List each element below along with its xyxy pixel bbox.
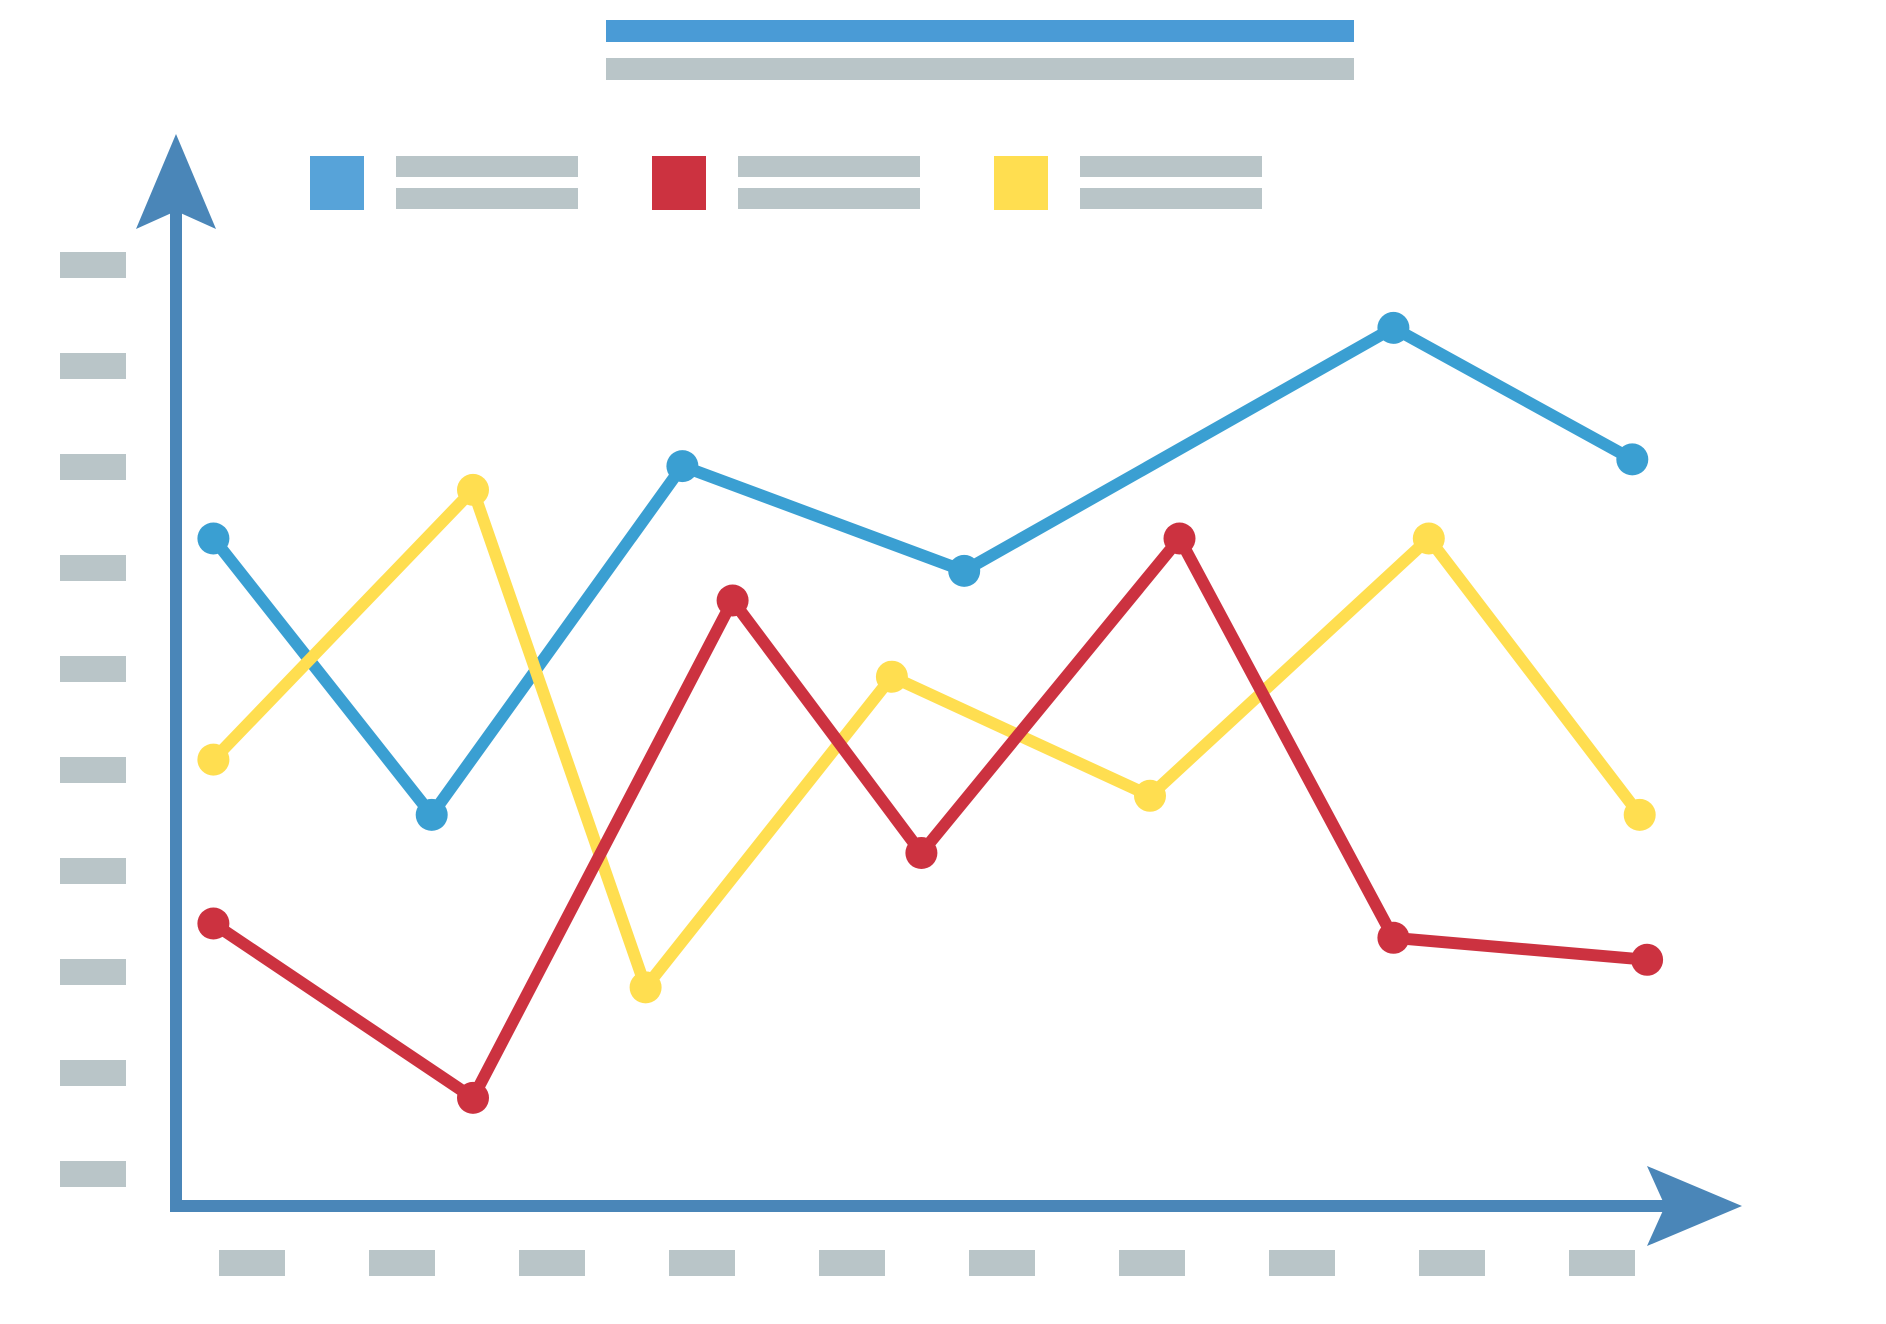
- x-tick-label: [669, 1250, 735, 1276]
- y-tick-label: [60, 757, 126, 783]
- y-tick-label: [60, 959, 126, 985]
- x-tick-label: [1119, 1250, 1185, 1276]
- data-point: [197, 907, 230, 940]
- y-tick-label: [60, 252, 126, 278]
- series-lines: [197, 311, 1664, 1114]
- y-tick-label: [60, 454, 126, 480]
- legend: [310, 156, 1262, 210]
- data-point: [1623, 798, 1656, 831]
- data-point: [1134, 779, 1166, 812]
- data-point: [905, 837, 938, 869]
- data-point: [875, 660, 908, 693]
- x-tick-labels: [219, 1250, 1635, 1276]
- x-tick-label: [1569, 1250, 1635, 1276]
- data-point: [197, 743, 230, 776]
- title-bar: [606, 20, 1354, 42]
- axes: [136, 134, 1742, 1246]
- data-point: [1163, 522, 1196, 555]
- series-line: [207, 321, 1639, 821]
- x-tick-label: [1419, 1250, 1485, 1276]
- data-point: [457, 473, 489, 506]
- x-tick-label: [969, 1250, 1035, 1276]
- y-tick-label: [60, 1161, 126, 1187]
- legend-swatch: [994, 156, 1048, 210]
- data-point: [1631, 943, 1664, 976]
- series-line: [207, 483, 1646, 994]
- data-point: [1412, 522, 1445, 555]
- title-placeholder: [606, 20, 1354, 80]
- legend-label-bar: [396, 156, 578, 177]
- legend-label-bar: [738, 188, 920, 209]
- x-axis-arrow-icon: [1647, 1166, 1742, 1246]
- data-point: [457, 1081, 489, 1114]
- x-tick-label: [369, 1250, 435, 1276]
- data-point: [197, 522, 230, 555]
- data-point: [1377, 921, 1410, 954]
- y-tick-label: [60, 858, 126, 884]
- y-tick-labels: [60, 252, 126, 1187]
- legend-label-bar: [1080, 156, 1262, 177]
- x-tick-label: [1269, 1250, 1335, 1276]
- y-tick-label: [60, 656, 126, 682]
- data-point: [716, 584, 749, 617]
- data-point: [948, 554, 981, 587]
- y-tick-label: [60, 1060, 126, 1086]
- x-tick-label: [219, 1250, 285, 1276]
- subtitle-bar: [606, 58, 1354, 80]
- data-point: [1616, 443, 1649, 476]
- y-axis-arrow-icon: [136, 134, 216, 229]
- data-point: [666, 450, 699, 483]
- legend-label-bar: [396, 188, 578, 209]
- legend-swatch: [652, 156, 706, 210]
- legend-label-bar: [1080, 188, 1262, 209]
- legend-swatch: [310, 156, 364, 210]
- data-point: [629, 971, 662, 1004]
- y-tick-label: [60, 555, 126, 581]
- x-tick-label: [519, 1250, 585, 1276]
- x-tick-label: [819, 1250, 885, 1276]
- y-tick-label: [60, 353, 126, 379]
- data-point: [1377, 311, 1410, 344]
- data-point: [415, 798, 448, 831]
- legend-label-bar: [738, 156, 920, 177]
